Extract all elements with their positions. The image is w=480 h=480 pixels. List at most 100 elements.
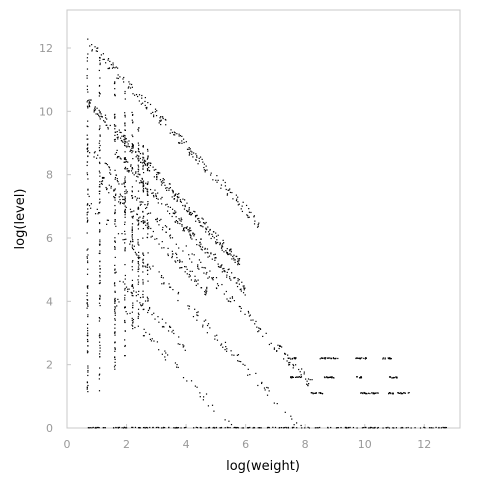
data-point — [124, 264, 126, 266]
x-tick-label: 8 — [302, 438, 309, 451]
data-point — [196, 314, 198, 316]
data-point — [435, 426, 437, 428]
data-point — [358, 357, 360, 359]
data-point — [142, 159, 144, 161]
data-point — [150, 340, 153, 342]
data-point — [132, 150, 134, 152]
data-point — [91, 44, 93, 46]
data-point — [87, 193, 89, 195]
data-point — [88, 101, 91, 103]
data-point — [110, 185, 112, 188]
data-point — [392, 427, 394, 429]
data-point — [200, 287, 203, 289]
data-point — [184, 271, 186, 273]
data-point — [87, 53, 89, 55]
data-point — [242, 427, 245, 429]
data-point — [113, 114, 116, 116]
data-point — [220, 265, 222, 267]
data-point — [129, 312, 131, 315]
data-point — [248, 208, 250, 210]
data-point — [131, 147, 133, 149]
data-point — [99, 265, 101, 267]
data-point — [174, 427, 176, 429]
data-point — [206, 332, 208, 334]
data-point — [191, 212, 193, 215]
data-point — [250, 211, 252, 214]
data-point — [199, 392, 201, 394]
data-point — [87, 178, 89, 180]
data-point — [99, 268, 101, 270]
data-point — [114, 140, 116, 142]
data-point — [145, 187, 147, 189]
data-point — [171, 331, 173, 333]
data-point — [87, 384, 89, 387]
data-point — [131, 246, 133, 248]
data-point — [131, 143, 133, 145]
data-point — [114, 95, 116, 97]
data-point — [137, 171, 139, 173]
data-point — [384, 357, 386, 359]
data-point — [137, 308, 140, 310]
data-point — [163, 181, 165, 184]
data-point — [87, 367, 89, 369]
data-point — [124, 141, 126, 143]
data-point — [86, 286, 89, 288]
y-tick-label: 6 — [46, 232, 53, 245]
data-point — [279, 345, 281, 348]
data-point — [119, 157, 121, 159]
data-point — [186, 148, 189, 150]
data-point — [99, 57, 101, 59]
data-point — [124, 319, 126, 322]
data-point — [423, 426, 425, 428]
data-point — [131, 191, 133, 193]
data-point — [86, 249, 88, 251]
data-point — [137, 206, 140, 208]
data-point — [198, 220, 200, 222]
data-point — [332, 357, 335, 359]
data-point — [188, 213, 191, 215]
data-point — [121, 183, 123, 185]
data-point — [291, 358, 294, 360]
data-point — [181, 223, 183, 226]
data-point — [365, 392, 368, 395]
data-point — [199, 221, 201, 223]
data-point — [179, 219, 181, 221]
data-point — [124, 344, 126, 347]
data-point — [167, 354, 169, 356]
data-point — [327, 376, 330, 379]
data-point — [276, 350, 278, 352]
data-point — [143, 162, 145, 164]
data-point — [98, 150, 101, 152]
data-point — [234, 259, 236, 261]
data-point — [122, 239, 124, 241]
data-point — [137, 173, 139, 175]
data-point — [394, 376, 396, 379]
data-point — [114, 269, 116, 271]
data-point — [145, 266, 147, 268]
data-point — [128, 86, 130, 88]
data-point — [135, 295, 137, 297]
data-point — [225, 290, 227, 293]
data-point — [142, 261, 144, 263]
data-point — [224, 181, 226, 184]
data-point — [230, 248, 232, 250]
data-point — [131, 294, 133, 297]
x-axis-title: log(weight) — [226, 459, 300, 474]
data-point — [123, 138, 125, 141]
data-point — [100, 115, 102, 117]
data-point — [103, 177, 105, 179]
data-point — [141, 304, 144, 306]
data-point — [147, 222, 149, 224]
data-point — [99, 318, 101, 320]
data-point — [238, 203, 240, 205]
data-point — [204, 223, 206, 225]
data-point — [142, 171, 145, 174]
data-point — [207, 323, 210, 325]
data-point — [124, 287, 126, 290]
data-point — [142, 221, 144, 223]
data-point — [279, 344, 281, 347]
data-point — [214, 338, 216, 340]
data-point — [120, 131, 122, 134]
data-point — [107, 128, 109, 130]
data-point — [169, 183, 171, 185]
